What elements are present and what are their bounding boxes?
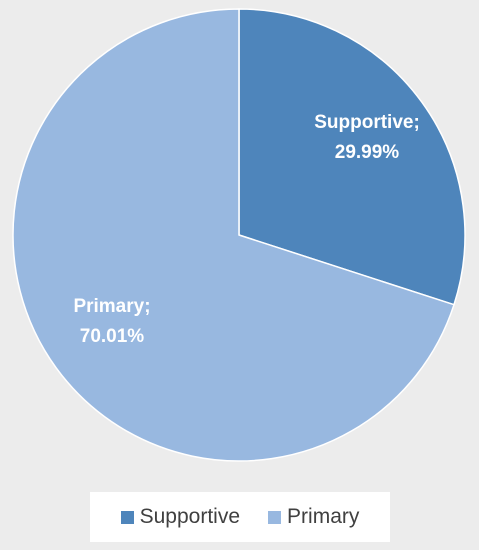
legend-label-primary: Primary (287, 505, 360, 528)
pie-slices (12, 8, 466, 462)
legend-item-primary: Primary (268, 505, 359, 529)
legend-swatch-supportive (120, 510, 134, 524)
pie-slice-primary (12, 8, 455, 462)
pie-slice-supportive (238, 8, 466, 306)
data-label-name-supportive: Supportive; (314, 112, 420, 133)
data-label-primary: Primary; 70.01% (73, 296, 150, 347)
data-label-value-supportive: 29.99% (335, 142, 400, 163)
legend-swatch-primary (268, 510, 282, 524)
legend-item-supportive: Supportive (120, 505, 241, 529)
data-label-name-primary: Primary; (73, 296, 150, 317)
data-label-supportive: Supportive; 29.99% (314, 112, 420, 163)
legend-label-supportive: Supportive (139, 505, 241, 528)
data-label-value-primary: 70.01% (80, 326, 145, 347)
chart-legend: Supportive Primary (90, 492, 390, 542)
pie-data-labels: Supportive; 29.99% Primary; 70.01% (73, 112, 419, 347)
